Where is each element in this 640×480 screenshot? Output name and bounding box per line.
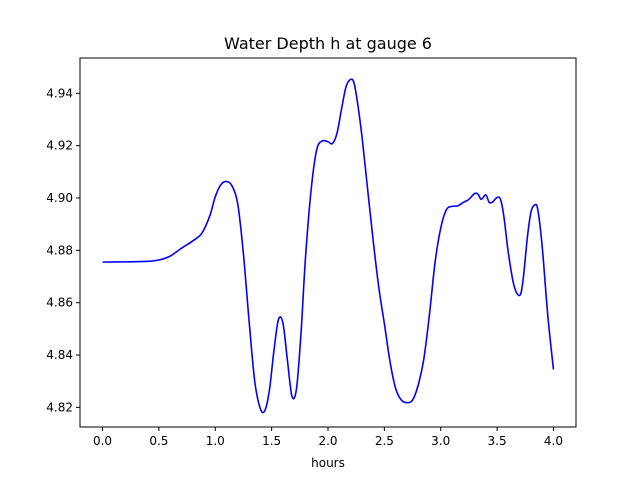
y-tick-label: 4.82 bbox=[46, 400, 73, 414]
x-tick-label: 0.5 bbox=[149, 434, 168, 448]
x-tick-label: 3.0 bbox=[431, 434, 450, 448]
x-tick-label: 1.0 bbox=[206, 434, 225, 448]
x-tick-label: 1.5 bbox=[262, 434, 281, 448]
x-tick-label: 2.0 bbox=[318, 434, 337, 448]
y-tick-label: 4.90 bbox=[46, 191, 73, 205]
x-axis-label: hours bbox=[311, 456, 345, 470]
y-tick-label: 4.88 bbox=[46, 243, 73, 257]
x-axis: 0.0 0.5 1.0 1.5 2.0 2.5 3.0 3.5 4.0 bbox=[93, 427, 563, 448]
x-tick-label: 0.0 bbox=[93, 434, 112, 448]
y-axis: 4.82 4.84 4.86 4.88 4.90 4.92 4.94 bbox=[46, 86, 80, 414]
plot-frame bbox=[79, 57, 577, 428]
chart-title: Water Depth h at gauge 6 bbox=[224, 34, 432, 53]
plot-area bbox=[79, 57, 577, 428]
y-tick-label: 4.94 bbox=[46, 86, 73, 100]
y-tick-label: 4.84 bbox=[46, 348, 73, 362]
y-tick-label: 4.86 bbox=[46, 296, 73, 310]
x-tick-label: 2.5 bbox=[375, 434, 394, 448]
y-tick-label: 4.92 bbox=[46, 139, 73, 153]
series-line bbox=[102, 78, 555, 414]
x-tick-label: 3.5 bbox=[488, 434, 507, 448]
x-tick-label: 4.0 bbox=[544, 434, 563, 448]
